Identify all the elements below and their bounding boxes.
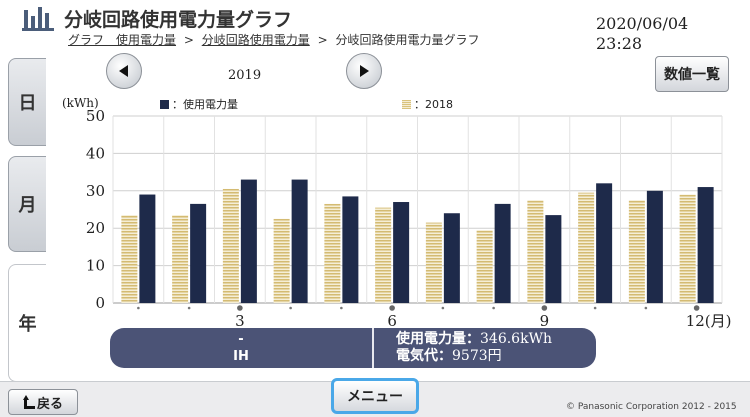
back-label: 戻る — [36, 396, 63, 412]
summary-divider — [372, 328, 374, 368]
year-label: 2019 — [228, 68, 262, 83]
triangle-left-icon — [119, 65, 128, 77]
back-button[interactable]: 戻る — [8, 389, 78, 415]
bar-2018-4 — [273, 218, 290, 303]
bar-2018-12 — [679, 194, 696, 303]
x-tick-dot — [340, 306, 343, 310]
x-tick-dot — [237, 305, 243, 311]
x-tick-dot — [644, 306, 648, 310]
bar-current-9 — [545, 215, 562, 303]
tab-day[interactable]: 日 — [8, 58, 46, 146]
x-tick-dot — [541, 305, 548, 311]
usage-value: 346.6kWh — [480, 331, 552, 347]
bar-current-3 — [240, 179, 257, 303]
bar-current-12 — [697, 187, 714, 303]
y-tick-label: 30 — [86, 182, 105, 200]
x-tick-label: 6 — [387, 312, 397, 330]
bar-2018-9 — [527, 200, 544, 303]
x-tick-dot — [492, 306, 495, 310]
triangle-right-icon — [360, 65, 369, 77]
x-tick-dot — [289, 306, 292, 310]
legend-swatch-current — [160, 99, 169, 109]
legend-swatch-previous — [402, 99, 411, 109]
bar-2018-2 — [172, 215, 189, 303]
next-year-button[interactable] — [346, 53, 382, 89]
breadcrumb-branch-usage[interactable]: 分岐回路使用電力量 — [201, 33, 310, 47]
circuit-info: - IH — [110, 328, 372, 368]
period-tabs: 日 月 年 — [0, 46, 48, 382]
circuit-name: IH — [233, 349, 249, 364]
usage-totals: 使用電力量：346.6kWh 電気代：9573円 — [396, 331, 552, 365]
tab-year[interactable]: 年 — [8, 264, 46, 382]
breadcrumb-separator: > — [183, 33, 194, 47]
bar-current-5 — [342, 196, 359, 303]
breadcrumb: グラフ 使用電力量 > 分岐回路使用電力量 > 分岐回路使用電力量グラフ — [68, 31, 479, 48]
x-tick-label: 12(月) — [686, 312, 732, 330]
x-tick-dot — [593, 306, 597, 310]
legend-previous: ：2018 — [402, 96, 453, 112]
x-tick-dot — [441, 306, 445, 310]
circuit-dash: - — [238, 332, 244, 347]
bar-current-10 — [596, 183, 613, 303]
x-tick-dot — [137, 306, 140, 310]
y-tick-label: 50 — [86, 107, 105, 125]
bar-chart-icon — [22, 7, 54, 31]
y-tick-label: 40 — [86, 144, 105, 162]
breadcrumb-graph-usage[interactable]: グラフ 使用電力量 — [68, 33, 177, 47]
bar-2018-6 — [375, 207, 392, 303]
back-arrow-icon — [22, 395, 35, 409]
legend-previous-label: ：2018 — [414, 98, 453, 111]
y-tick-label: 20 — [86, 219, 105, 237]
bar-current-6 — [393, 202, 410, 303]
bar-current-8 — [494, 203, 511, 303]
usage-label: 使用電力量： — [396, 331, 480, 347]
bar-current-7 — [443, 213, 460, 303]
bar-2018-1 — [121, 215, 138, 303]
bar-current-4 — [291, 179, 308, 303]
summary-panel: - IH 使用電力量：346.6kWh 電気代：9573円 — [110, 328, 596, 368]
breadcrumb-separator: > — [317, 33, 328, 47]
cost-row: 電気代：9573円 — [396, 348, 552, 365]
bar-2018-3 — [222, 188, 239, 303]
usage-bar-chart: 0 10 20 30 40 50 3 6 9 12(月) — [86, 107, 732, 330]
x-tick-dot — [389, 305, 395, 311]
bar-2018-10 — [578, 192, 595, 303]
cost-value: 9573円 — [452, 348, 502, 364]
prev-year-button[interactable] — [106, 53, 142, 89]
tab-month[interactable]: 月 — [8, 156, 46, 252]
x-tick-label: 9 — [540, 312, 550, 330]
bar-2018-5 — [324, 203, 341, 303]
header: 分岐回路使用電力量グラフ 2020/06/04 23:28 グラフ 使用電力量 … — [0, 0, 750, 53]
usage-row: 使用電力量：346.6kWh — [396, 331, 552, 348]
y-axis-unit: (kWh) — [62, 96, 99, 110]
legend-current: ：使用電力量 — [160, 96, 238, 112]
x-tick-label: 3 — [235, 312, 245, 330]
cost-label: 電気代： — [396, 348, 452, 364]
page-title: 分岐回路使用電力量グラフ — [64, 9, 293, 31]
bar-current-2 — [190, 203, 207, 303]
bar-2018-7 — [425, 222, 442, 303]
y-tick-label: 10 — [86, 257, 105, 275]
bar-2018-8 — [476, 230, 493, 303]
bar-current-11 — [646, 190, 663, 303]
legend-current-label: ：使用電力量 — [172, 98, 238, 111]
bar-current-1 — [139, 194, 156, 303]
menu-button[interactable]: メニュー — [331, 378, 419, 414]
x-tick-dot — [693, 305, 700, 311]
datetime: 2020/06/04 23:28 — [596, 14, 705, 53]
copyright: © Panasonic Corporation 2012 - 2015 — [566, 402, 737, 412]
numeric-list-button[interactable]: 数値一覧 — [655, 56, 729, 92]
breadcrumb-current: 分岐回路使用電力量グラフ — [335, 33, 480, 47]
x-tick-dot — [187, 306, 191, 310]
y-tick-label: 0 — [95, 294, 105, 312]
bar-2018-11 — [628, 200, 645, 303]
